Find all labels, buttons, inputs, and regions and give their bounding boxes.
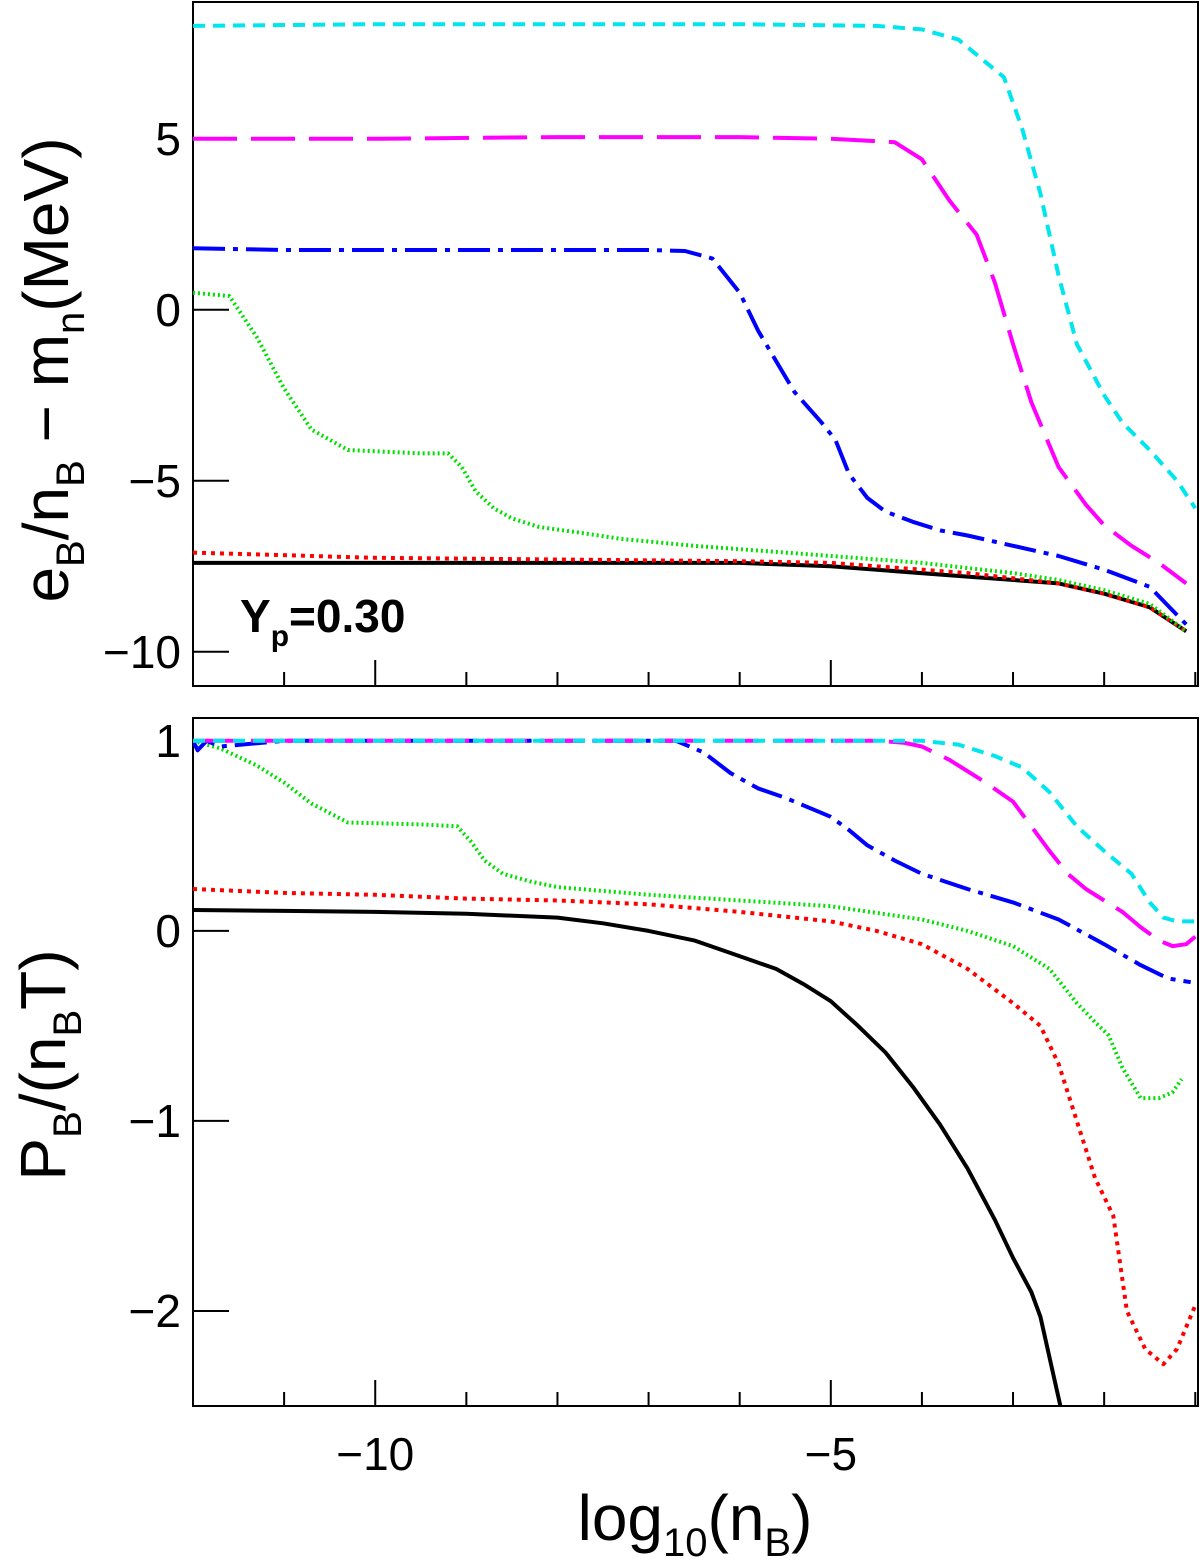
bottom-y-axis-title: PB/(nBT) [7,949,90,1180]
series-line-blue-dashdot [193,738,1192,985]
x-open: (n [708,1482,765,1554]
y-tick-label-bottom: 1 [155,715,181,767]
top-panel-frame [192,1,1199,687]
y-tick-label-bottom: −2 [129,1285,181,1337]
x-axis-title: log10(nB) [578,1482,813,1565]
series-line-green-dotted [193,290,1188,633]
bottom-panel-frame [192,717,1199,1407]
series-group-bottom [193,738,1198,1406]
series-line-red-dotted [193,550,1188,633]
yp-annotation-main: Y [240,590,271,642]
series-line-red-dotted [193,887,1198,1367]
x-tick-label: −10 [336,1428,414,1480]
ty-m-sub: n [49,312,93,334]
x-log-sub: 10 [663,1521,708,1565]
y-tick-label-top: −5 [129,455,181,507]
by-end: T) [7,949,79,1009]
x-log: log [578,1482,663,1554]
series-line-black-solid [193,908,1063,1406]
series-line-magenta-longdash [193,135,1188,586]
ty-unit: (MeV) [10,137,82,311]
ty-mid: − m [10,334,82,460]
ty-e-sub: B [49,540,93,567]
y-tick-label-bottom: 0 [155,905,181,957]
yp-annotation-sub: p [271,620,289,653]
series-line-green-dotted [193,738,1184,1101]
yp-annotation-value: =0.30 [289,590,405,642]
y-tick-label-top: 0 [155,284,181,336]
x-n-sub: B [764,1521,791,1565]
x-close: ) [791,1482,812,1554]
panel-bottom: 1 0 −1 −2 −10 −5 [129,715,1198,1480]
y-tick-label-top: 5 [155,113,181,165]
ty-e: e [10,567,82,603]
by-n-sub: B [46,1010,90,1037]
series-line-magenta-longdash [193,738,1197,949]
y-tick-label-top: −10 [103,626,181,678]
series-line-cyan-dashed [193,22,1197,510]
series-line-cyan-dashed [193,738,1196,924]
series-group-top [193,22,1197,633]
y-tick-label-bottom: −1 [129,1095,181,1147]
plot-panels: 5 0 −5 −10 1 0 −1 −2 −10 −5 [103,1,1199,1480]
ty-slash-n: /n [10,487,82,540]
top-y-axis-title: eB/nB − mn(MeV) [10,137,93,602]
panel-top: 5 0 −5 −10 [103,22,1197,686]
by-mid: /(n [7,1037,79,1112]
by-p-sub: B [46,1111,90,1138]
ty-n-sub: B [49,460,93,487]
x-tick-label: −5 [805,1428,857,1480]
by-p: P [7,1138,79,1181]
series-line-blue-dashdot [193,246,1188,626]
yp-annotation: Yp=0.30 [240,590,405,653]
